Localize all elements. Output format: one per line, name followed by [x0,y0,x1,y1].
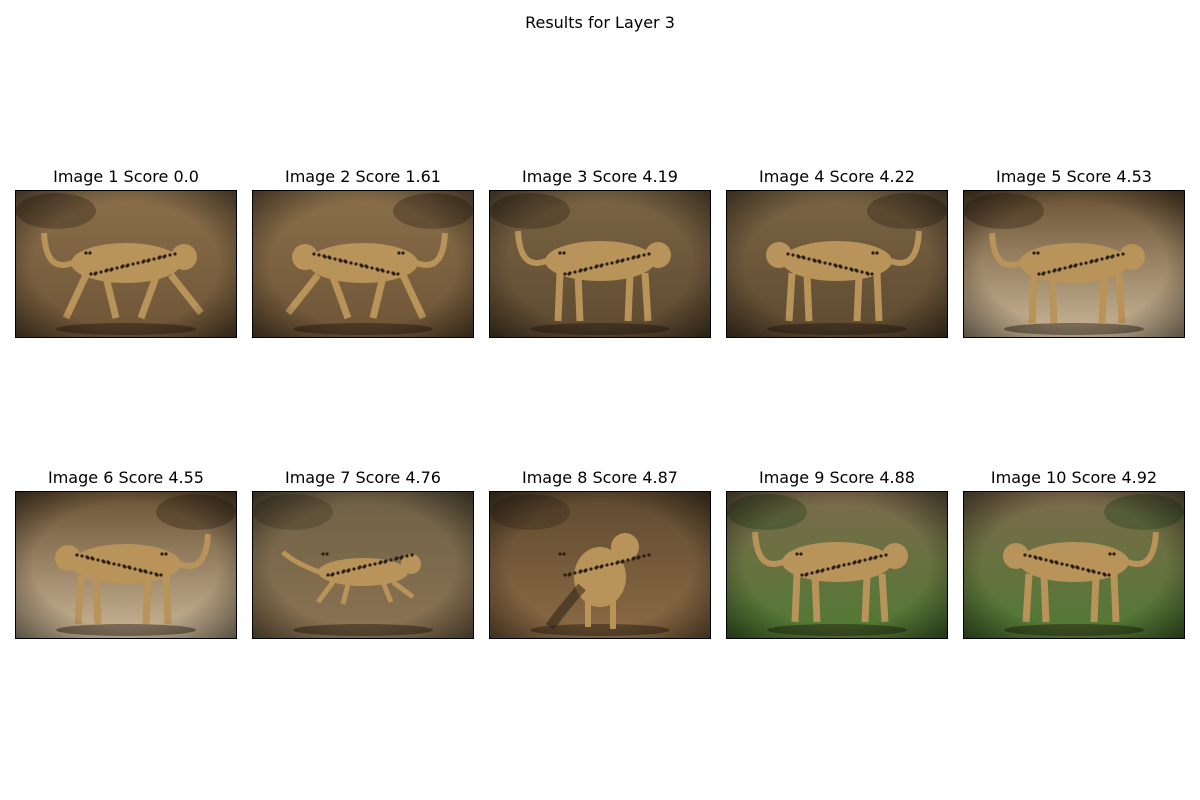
cheetah-photo [489,190,711,338]
panel-title: Image 1 Score 0.0 [53,167,199,186]
panel-title: Image 7 Score 4.76 [285,468,441,487]
panel-title: Image 10 Score 4.92 [990,468,1158,487]
cheetah-photo [15,491,237,639]
cheetah-photo [726,491,948,639]
panel-title: Image 3 Score 4.19 [522,167,678,186]
figure-title: Results for Layer 3 [525,13,675,32]
cheetah-photo [963,491,1185,639]
panel-title: Image 2 Score 1.61 [285,167,441,186]
panel-title: Image 6 Score 4.55 [48,468,204,487]
panel-title: Image 4 Score 4.22 [759,167,915,186]
cheetah-photo [726,190,948,338]
cheetah-photo [15,190,237,338]
panel-title: Image 8 Score 4.87 [522,468,678,487]
panel-title: Image 5 Score 4.53 [996,167,1152,186]
cheetah-photo [489,491,711,639]
cheetah-photo [252,491,474,639]
cheetah-photo [252,190,474,338]
cheetah-photo [963,190,1185,338]
panel-title: Image 9 Score 4.88 [759,468,915,487]
